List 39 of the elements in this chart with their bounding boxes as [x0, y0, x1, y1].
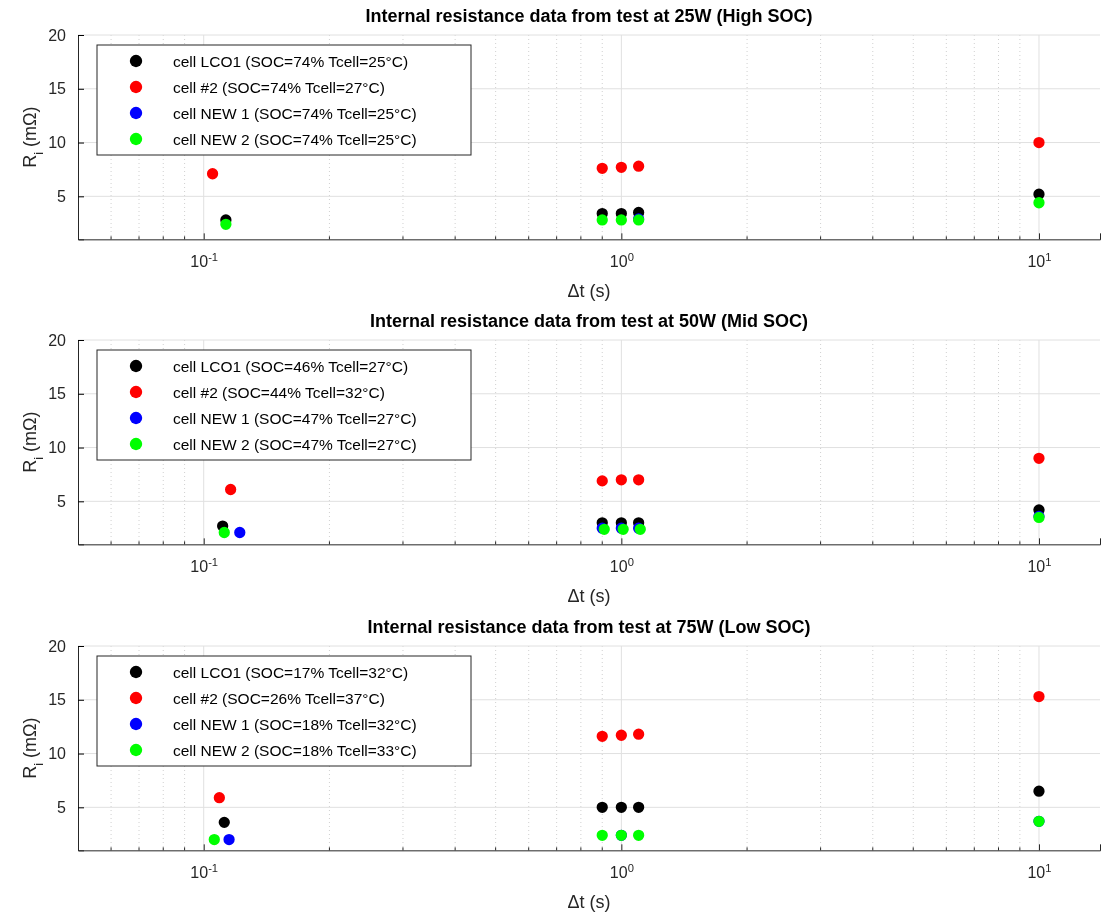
- y-tick-label: 20: [48, 26, 67, 44]
- y-tick-label: 10: [48, 134, 67, 152]
- y-tick-label: 10: [48, 744, 67, 762]
- y-tick-label: 20: [48, 331, 67, 349]
- y-tick-label: 5: [57, 493, 67, 511]
- x-tick-label: 10$^{0}$: [609, 251, 634, 271]
- legend-label: cell #2 (SOC=74% Tcell=27°C): [173, 78, 385, 96]
- legend-label: cell LCO1 (SOC=17% Tcell=32°C): [173, 663, 409, 681]
- y-tick-label: 20: [48, 637, 67, 655]
- x-tick-label: 10$^{1}$: [1027, 861, 1052, 881]
- x-tick-label: 10$^{1}$: [1027, 251, 1052, 271]
- y-tick-label: 5: [57, 187, 67, 205]
- legend-label: cell LCO1 (SOC=74% Tcell=25°C): [173, 52, 409, 70]
- y-tick-label: 10: [48, 439, 67, 457]
- y-tick-label: 15: [48, 691, 67, 709]
- x-axis-title: Δt (s): [567, 281, 611, 302]
- x-axis-title: Δt (s): [567, 891, 611, 912]
- legend-label: cell #2 (SOC=26% Tcell=37°C): [173, 689, 385, 707]
- chart-title: Internal resistance data from test at 25W (High SOC): [365, 6, 813, 26]
- legend-label: cell LCO1 (SOC=46% Tcell=27°C): [173, 357, 409, 375]
- x-tick-label: 10$^{-1}$: [190, 251, 219, 271]
- y-tick-label: 15: [48, 80, 67, 98]
- legend-label: cell NEW 2 (SOC=18% Tcell=33°C): [173, 741, 417, 759]
- legend-label: cell NEW 1 (SOC=18% Tcell=32°C): [173, 715, 417, 733]
- chart-title: Internal resistance data from test at 75W (Low SOC): [367, 616, 811, 637]
- y-tick-label: 15: [48, 385, 67, 403]
- x-tick-label: 10$^{0}$: [609, 556, 634, 576]
- legend-label: cell NEW 2 (SOC=74% Tcell=25°C): [173, 130, 417, 148]
- x-axis-title: Δt (s): [567, 586, 611, 607]
- x-tick-label: 10$^{-1}$: [190, 556, 219, 576]
- legend-label: cell #2 (SOC=44% Tcell=32°C): [173, 383, 385, 401]
- legend-label: cell NEW 1 (SOC=74% Tcell=25°C): [173, 104, 417, 122]
- y-tick-label: 5: [57, 798, 67, 816]
- legend-label: cell NEW 1 (SOC=47% Tcell=27°C): [173, 409, 417, 427]
- x-tick-label: 10$^{-1}$: [190, 861, 219, 881]
- x-tick-label: 10$^{1}$: [1027, 556, 1052, 576]
- legend-label: cell NEW 2 (SOC=47% Tcell=27°C): [173, 435, 417, 453]
- x-tick-label: 10$^{0}$: [609, 861, 634, 881]
- chart-title: Internal resistance data from test at 50W (Mid SOC): [369, 311, 809, 332]
